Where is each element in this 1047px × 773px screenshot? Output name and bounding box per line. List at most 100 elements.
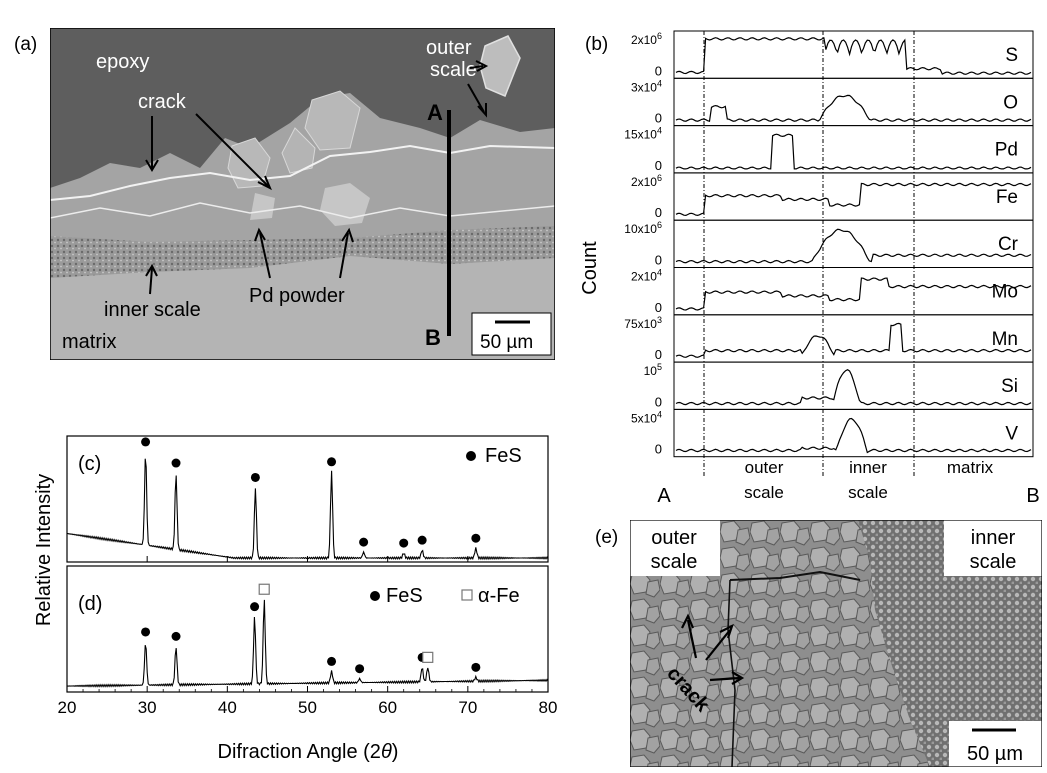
element-profile: [675, 37, 1032, 75]
ymax-label: 10x106: [624, 220, 662, 236]
row-frame: [673, 314, 1034, 363]
crack-line: [50, 202, 555, 219]
fes-peak-marker: [141, 437, 151, 447]
ymax-label: 105: [644, 362, 662, 378]
ymax-label: 5x104: [631, 409, 662, 425]
element-profile: [675, 182, 1032, 217]
panel-a-label: (a): [14, 34, 38, 55]
zero-label: 0: [655, 347, 662, 362]
xrd-pattern-line: [66, 458, 549, 561]
zero-label: 0: [655, 205, 662, 220]
x-tick-label: 60: [378, 698, 397, 717]
line-scan-end-label: B: [425, 325, 441, 350]
region-inner-line2: scale: [848, 483, 888, 502]
element-label: Cr: [998, 234, 1019, 255]
pd-powder-label: Pd powder: [249, 285, 345, 307]
fes-peak-marker: [417, 535, 427, 545]
fes-peak-marker: [250, 472, 260, 482]
row-frame: [673, 408, 1034, 458]
x-end-label: B: [1026, 485, 1039, 506]
pd-powder-particle: [320, 183, 370, 226]
panel-b-label: (b): [585, 34, 609, 55]
element-profile: [675, 133, 1032, 170]
fes-legend-marker: [370, 591, 380, 601]
outer-scale-grain: [304, 90, 361, 151]
inner-scale-surface: [858, 520, 1042, 767]
zero-label: 0: [655, 253, 662, 268]
panel-d-legend-alpha-fe: α-Fe: [478, 585, 520, 607]
zero-label: 0: [655, 394, 662, 409]
outer-scale-label-line2: scale: [430, 59, 477, 81]
zero-label: 0: [655, 300, 662, 315]
x-start-label: A: [657, 485, 671, 506]
alpha-fe-peak-marker: [258, 583, 270, 595]
element-profile: [675, 277, 1032, 311]
ymax-label: 3x104: [631, 78, 662, 94]
zero-label: 0: [655, 111, 662, 126]
x-tick-label: 30: [138, 698, 157, 717]
xrd-pattern-line: [66, 599, 549, 688]
fes-peak-marker: [355, 664, 365, 674]
surface-crack: [729, 570, 861, 581]
xrd-chart: Relative Intensity (c) FeS (d) FeS α-Fe …: [33, 435, 558, 763]
ymax-label: 75x103: [624, 315, 662, 331]
surface-crack: [727, 579, 736, 767]
element-label: S: [1005, 45, 1018, 66]
element-profile: [675, 94, 1032, 122]
element-label: Mo: [992, 282, 1018, 303]
element-profile: [675, 228, 1032, 264]
panel-c-legend-fes: FeS: [485, 445, 522, 467]
panel-d-legend-fes: FeS: [386, 585, 423, 607]
fes-peak-marker: [171, 458, 181, 468]
x-tick-label: 70: [458, 698, 477, 717]
fes-peak-marker: [327, 457, 337, 467]
inner-scale-label-box: [944, 520, 1042, 576]
inner-scale-label-line1: inner: [971, 527, 1016, 549]
crack-label: crack: [138, 91, 187, 113]
fes-peak-marker: [171, 631, 181, 641]
outer-scale-label-line1: outer: [426, 37, 472, 59]
crack-arrows: [681, 613, 745, 685]
line-scan-start-label: A: [427, 100, 443, 125]
panel-d-label: (d): [78, 593, 102, 615]
x-tick-label: 50: [298, 698, 317, 717]
xrd-y-axis-label: Relative Intensity: [33, 474, 55, 626]
zero-label: 0: [655, 158, 662, 173]
row-frame: [673, 172, 1034, 221]
element-label: Si: [1001, 376, 1018, 397]
epoxy-label: epoxy: [96, 51, 149, 73]
outer-scale-label-box: [630, 520, 720, 576]
xrd-x-axis-label: Difraction Angle (2θ): [218, 741, 399, 763]
x-tick-label: 40: [218, 698, 237, 717]
fes-legend-marker: [466, 451, 476, 461]
panel-b-line-scan-chart: Count 2x1060S3x1040O15x1040Pd2x1060Fe10x…: [579, 30, 1040, 506]
fes-peak-marker: [471, 662, 481, 672]
y-axis-label: Count: [579, 241, 601, 295]
panel-c-label: (c): [78, 453, 101, 475]
element-label: V: [1005, 423, 1018, 444]
fes-peak-marker: [359, 537, 369, 547]
pd-powder-particle: [250, 193, 275, 220]
element-label: O: [1003, 92, 1018, 113]
scale-bar-label: 50 µm: [967, 743, 1023, 765]
fes-peak-marker: [250, 602, 260, 612]
x-tick-label: 80: [539, 698, 558, 717]
panel-d-frame: [66, 565, 549, 693]
region-outer-line2: scale: [744, 483, 784, 502]
fes-peak-marker: [141, 627, 151, 637]
region-inner-line1: inner: [849, 458, 887, 477]
ymax-label: 2x106: [631, 31, 662, 47]
ymax-label: 15x104: [624, 126, 662, 142]
matrix-label: matrix: [62, 331, 116, 353]
fes-peak-marker: [471, 533, 481, 543]
region-outer-line1: outer: [745, 458, 784, 477]
scale-bar-label: 50 µm: [480, 332, 533, 353]
element-profile: [675, 417, 1032, 454]
inner-scale-label: inner scale: [104, 299, 201, 321]
inner-scale-label-line2: scale: [970, 551, 1017, 573]
row-frame: [673, 125, 1034, 174]
element-profile: [675, 369, 1032, 406]
panel-a-micrograph: A B epoxy outer scale crack Pd powder in…: [50, 28, 555, 360]
element-label: Fe: [996, 187, 1018, 208]
outer-scale-grain: [227, 137, 271, 189]
